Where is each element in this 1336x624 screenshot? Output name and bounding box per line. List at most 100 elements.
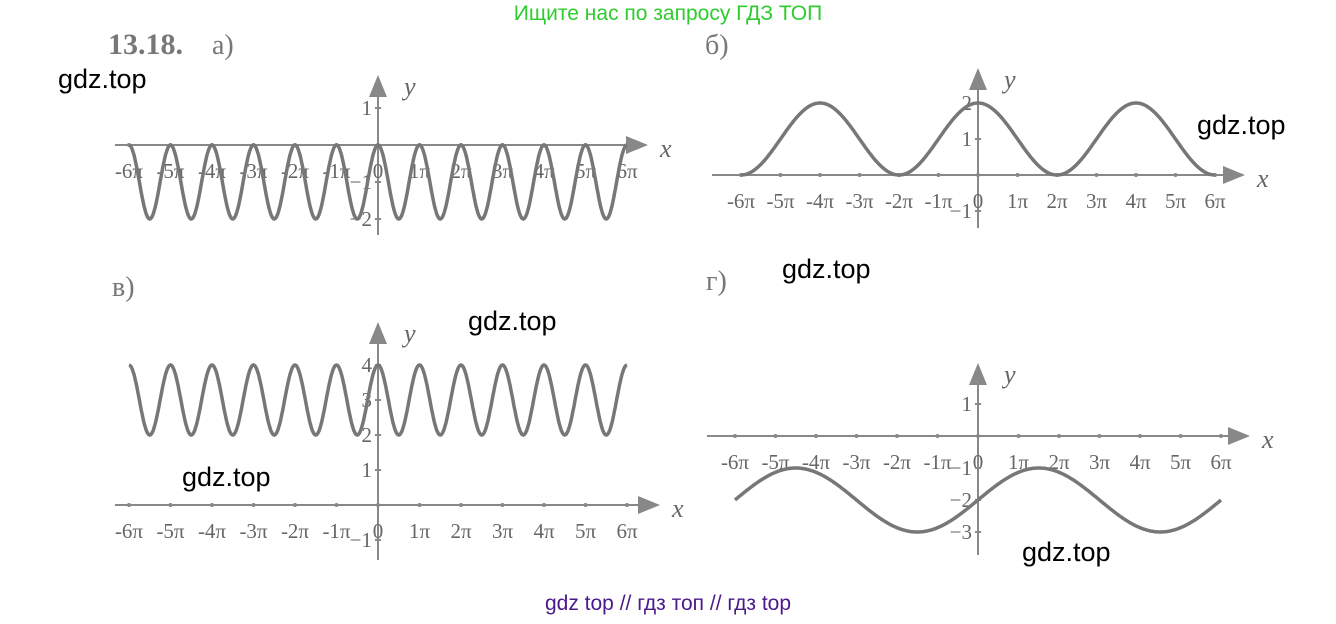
function-curve xyxy=(128,363,628,437)
x-tick xyxy=(976,434,980,438)
y-axis-arrow-icon xyxy=(369,322,387,344)
x-tick xyxy=(818,173,822,177)
panel-g-label: г) xyxy=(706,266,727,297)
x-axis-label: x xyxy=(659,134,672,163)
x-tick xyxy=(935,434,940,438)
x-tick-label: 0 xyxy=(373,519,384,543)
watermark: gdz.top xyxy=(58,64,147,94)
footer-watermark: gdz top // гдз топ // гдз top xyxy=(544,592,792,615)
y-tick-label: 1 xyxy=(962,392,973,416)
x-tick-label: -4π xyxy=(806,189,834,213)
y-tick-label: −1 xyxy=(350,528,372,552)
panel-v-label: в) xyxy=(112,272,135,303)
x-tick xyxy=(976,173,980,177)
x-tick-label: -3π xyxy=(239,519,267,543)
y-tick-label: −1 xyxy=(950,199,972,223)
x-tick xyxy=(1094,173,1099,177)
watermark: gdz.top xyxy=(782,254,871,284)
x-tick xyxy=(625,503,629,507)
watermark: gdz.top xyxy=(1197,110,1286,140)
problem-number: 13.18. xyxy=(108,28,183,61)
y-tick-label: 1 xyxy=(362,96,373,120)
function-curve xyxy=(128,143,628,221)
x-tick-label: 0 xyxy=(973,450,984,474)
watermark: gdz.top xyxy=(468,306,557,336)
x-axis-label: x xyxy=(671,494,684,523)
x-tick-label: 2π xyxy=(1048,450,1070,474)
x-tick-label: -2π xyxy=(281,519,309,543)
y-axis-label: y xyxy=(1001,360,1016,389)
panel-a-label: а) xyxy=(212,30,234,61)
y-axis-arrow-icon xyxy=(369,75,387,97)
x-tick xyxy=(334,503,339,507)
x-tick xyxy=(210,503,214,507)
x-tick xyxy=(733,434,737,438)
x-tick xyxy=(1219,434,1223,438)
x-tick xyxy=(854,434,859,438)
x-tick-label: -5π xyxy=(156,519,184,543)
y-tick-label: −2 xyxy=(950,488,972,512)
x-tick xyxy=(895,434,899,438)
x-tick xyxy=(417,503,422,507)
x-tick-label: 1π xyxy=(1007,189,1029,213)
x-tick-label: -6π xyxy=(727,189,755,213)
x-tick-label: 3π xyxy=(1086,189,1108,213)
y-tick-label: 1 xyxy=(362,458,373,482)
y-axis-arrow-icon xyxy=(969,363,987,385)
x-axis-arrow-icon xyxy=(626,136,648,154)
x-tick-label: -1π xyxy=(322,519,350,543)
x-tick xyxy=(1178,434,1183,438)
x-tick xyxy=(168,503,173,507)
x-tick-label: 2π xyxy=(1046,189,1068,213)
x-tick-label: 1π xyxy=(1008,450,1030,474)
x-tick-label: 2π xyxy=(450,519,472,543)
x-tick xyxy=(1134,173,1138,177)
x-tick-label: 1π xyxy=(409,519,431,543)
function-curve xyxy=(741,101,1215,177)
x-axis-arrow-icon xyxy=(1223,166,1245,184)
search-banner: Ищите нас по запросу ГДЗ ТОП xyxy=(513,2,823,25)
x-tick xyxy=(127,503,131,507)
x-tick-label: -6π xyxy=(721,450,749,474)
x-tick xyxy=(1057,434,1061,438)
x-tick xyxy=(857,173,862,177)
x-tick-label: 4π xyxy=(1125,189,1147,213)
x-tick xyxy=(936,173,941,177)
x-tick xyxy=(459,503,463,507)
y-axis-label: y xyxy=(401,72,416,101)
x-tick-label: -1π xyxy=(923,450,951,474)
x-tick xyxy=(773,434,778,438)
y-axis-arrow-icon xyxy=(969,68,987,90)
x-tick-label: 5π xyxy=(575,519,597,543)
y-tick-label: 2 xyxy=(362,423,373,447)
x-tick xyxy=(376,503,380,507)
x-tick xyxy=(778,173,783,177)
y-tick-label: 1 xyxy=(962,127,973,151)
function-curve xyxy=(733,466,1223,534)
x-tick xyxy=(814,434,818,438)
x-tick-label: 6π xyxy=(616,159,638,183)
x-tick-label: -1π xyxy=(924,189,952,213)
watermark: gdz.top xyxy=(182,462,271,492)
x-tick-label: 5π xyxy=(1170,450,1192,474)
y-axis-label: y xyxy=(1001,65,1016,94)
x-tick xyxy=(500,503,505,507)
panel-b-label: б) xyxy=(705,30,729,61)
x-tick-label: 5π xyxy=(1165,189,1187,213)
x-axis-label: x xyxy=(1256,164,1269,193)
watermark: gdz.top xyxy=(1022,537,1111,567)
x-tick xyxy=(251,503,256,507)
x-tick-label: 6π xyxy=(1210,450,1232,474)
x-tick-label: -2π xyxy=(885,189,913,213)
y-tick-label: −1 xyxy=(950,456,972,480)
x-tick xyxy=(1015,173,1020,177)
y-tick-label: 2 xyxy=(962,91,973,115)
x-tick xyxy=(1138,434,1142,438)
x-tick-label: 6π xyxy=(1204,189,1226,213)
x-tick-label: 6π xyxy=(616,519,638,543)
x-axis-arrow-icon xyxy=(1228,427,1250,445)
x-tick-label: 3π xyxy=(1089,450,1111,474)
x-tick-label: -5π xyxy=(766,189,794,213)
x-tick-label: -3π xyxy=(845,189,873,213)
